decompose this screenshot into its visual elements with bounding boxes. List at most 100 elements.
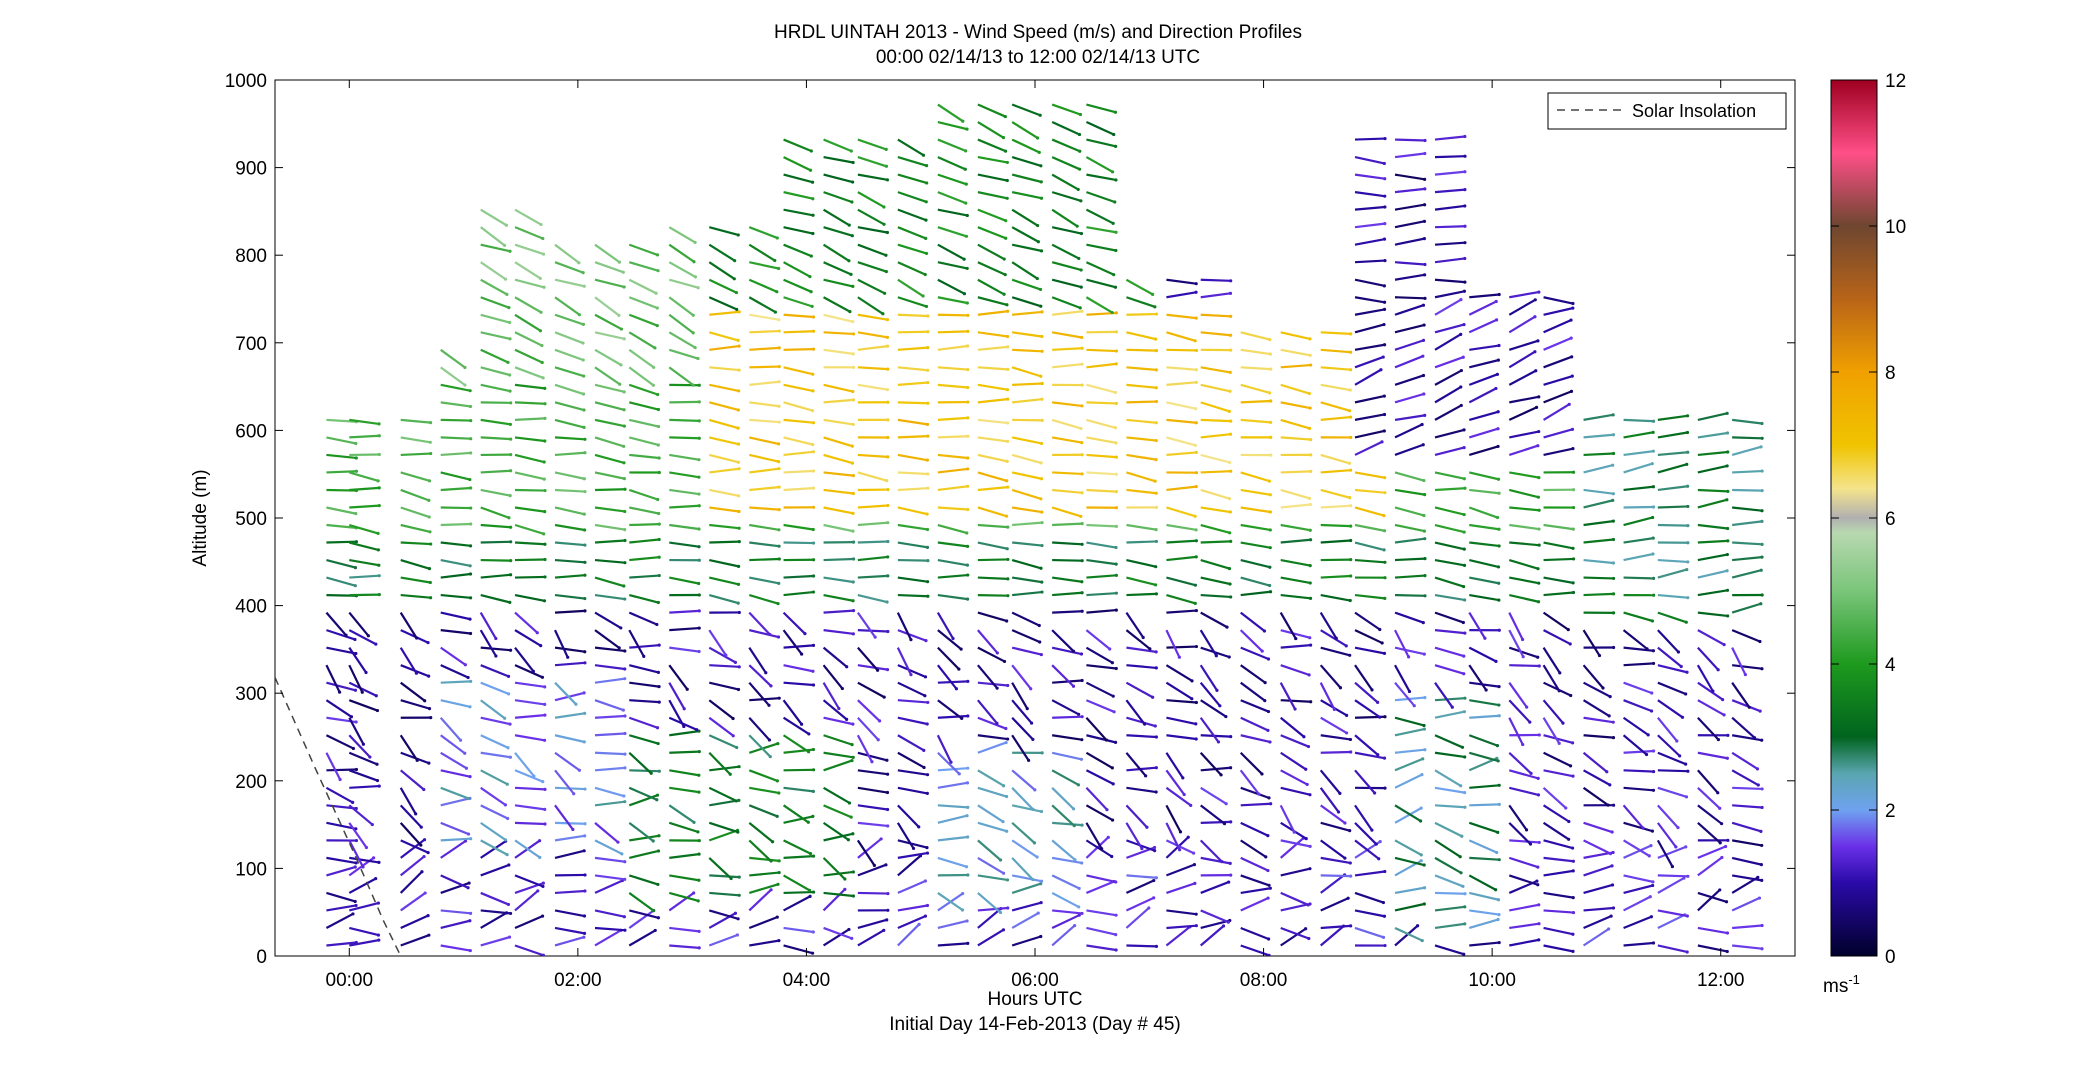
wind-vector bbox=[1085, 787, 1108, 811]
wind-vector-head bbox=[415, 758, 419, 762]
wind-vector-head bbox=[419, 843, 423, 847]
wind-vector-head bbox=[1422, 392, 1426, 396]
wind-vector-head bbox=[1190, 697, 1194, 701]
wind-vector-head bbox=[809, 149, 813, 153]
wind-vector-head bbox=[1718, 806, 1722, 810]
wind-vector-head bbox=[885, 335, 890, 339]
wind-vector bbox=[440, 840, 467, 859]
legend: Solar Insolation bbox=[1547, 92, 1787, 130]
wind-vector-head bbox=[414, 671, 419, 675]
wind-vector-head bbox=[736, 233, 740, 237]
wind-vector bbox=[1434, 386, 1462, 404]
wind-vector-head bbox=[1001, 928, 1006, 932]
wind-vector-head bbox=[850, 758, 854, 763]
wind-vector-head bbox=[1182, 792, 1186, 797]
wind-vector-head bbox=[1268, 510, 1272, 514]
wind-vector bbox=[857, 821, 888, 828]
wind-vector-head bbox=[1005, 388, 1010, 392]
wind-vector bbox=[1623, 941, 1654, 947]
wind-vector-head bbox=[376, 933, 381, 937]
wind-vector-head bbox=[1570, 355, 1574, 359]
wind-vector-head bbox=[1757, 896, 1762, 900]
wind-vector bbox=[1011, 226, 1039, 243]
wind-vector-head bbox=[886, 487, 890, 492]
wind-vector bbox=[1394, 773, 1423, 789]
wind-vector bbox=[857, 504, 888, 509]
wind-vector-head bbox=[1114, 933, 1118, 937]
wind-vector bbox=[554, 436, 586, 441]
wind-vector-head bbox=[1306, 903, 1310, 907]
wind-vector bbox=[857, 261, 887, 273]
wind-vector-head bbox=[1463, 696, 1467, 700]
wind-vector bbox=[669, 418, 700, 422]
wind-vector bbox=[1508, 769, 1539, 780]
wind-vector-head bbox=[1348, 598, 1352, 603]
wind-vector bbox=[628, 734, 659, 745]
wind-vector bbox=[629, 574, 660, 579]
wind-vector-head bbox=[656, 443, 660, 447]
wind-vector-head bbox=[583, 609, 587, 613]
wind-vector bbox=[708, 278, 737, 294]
wind-vector bbox=[977, 523, 1008, 529]
wind-vector-head bbox=[1076, 783, 1080, 787]
wind-vector bbox=[1279, 837, 1305, 859]
wind-vector bbox=[1125, 879, 1155, 894]
wind-vector bbox=[977, 906, 1008, 912]
wind-vector-head bbox=[466, 675, 470, 680]
wind-vector-head bbox=[577, 313, 582, 317]
wind-vector bbox=[823, 786, 851, 804]
wind-vector bbox=[325, 786, 354, 804]
wind-vector bbox=[783, 574, 814, 579]
wind-vector bbox=[749, 365, 780, 369]
wind-vector-head bbox=[1674, 845, 1678, 849]
wind-vector-head bbox=[1228, 510, 1232, 514]
wind-vector-head bbox=[1568, 764, 1573, 768]
wind-vector bbox=[709, 506, 740, 513]
wind-vector-head bbox=[508, 911, 513, 916]
wind-vector-head bbox=[1004, 794, 1009, 799]
wind-vector-head bbox=[1685, 914, 1689, 918]
wind-vector bbox=[708, 786, 737, 802]
wind-vector-head bbox=[582, 477, 586, 481]
wind-vector bbox=[782, 629, 803, 655]
wind-vector-head bbox=[583, 560, 587, 564]
wind-vector-head bbox=[840, 686, 844, 691]
wind-vector-head bbox=[811, 643, 816, 647]
wind-vector bbox=[897, 191, 927, 203]
wind-vector bbox=[977, 121, 1005, 139]
wind-vector bbox=[1468, 445, 1499, 456]
wind-vector bbox=[1320, 401, 1350, 412]
wind-vector bbox=[594, 401, 625, 411]
wind-vector-head bbox=[583, 822, 587, 826]
wind-vector bbox=[554, 609, 586, 614]
wind-vector bbox=[1011, 857, 1034, 881]
wind-vector bbox=[1623, 537, 1654, 544]
wind-vector bbox=[937, 173, 967, 186]
wind-vector bbox=[1697, 498, 1728, 509]
wind-vector bbox=[629, 664, 659, 674]
wind-vector-head bbox=[377, 593, 381, 597]
wind-vector-head bbox=[376, 531, 380, 536]
wind-vector-head bbox=[583, 573, 587, 577]
wind-vector bbox=[1697, 488, 1728, 493]
wind-vector bbox=[1731, 602, 1762, 614]
wind-vector-head bbox=[1463, 241, 1467, 245]
wind-vector-head bbox=[886, 521, 890, 525]
wind-vector-head bbox=[777, 939, 781, 943]
wind-vector-head bbox=[850, 461, 855, 465]
wind-vector bbox=[1085, 261, 1115, 276]
wind-vector-head bbox=[1152, 896, 1156, 900]
wind-vector-head bbox=[1423, 413, 1427, 417]
wind-vector bbox=[782, 699, 803, 725]
wind-vector bbox=[669, 436, 700, 440]
wind-vector bbox=[1731, 716, 1756, 739]
wind-vector bbox=[937, 804, 968, 809]
wind-vector-head bbox=[466, 832, 471, 836]
wind-vector bbox=[1697, 787, 1721, 810]
wind-vector bbox=[1394, 304, 1424, 316]
wind-vector-head bbox=[1194, 421, 1198, 425]
wind-vector-head bbox=[541, 953, 545, 956]
wind-vector-head bbox=[1153, 479, 1157, 483]
wind-vector-head bbox=[1268, 740, 1272, 744]
wind-vector-head bbox=[1611, 850, 1615, 855]
